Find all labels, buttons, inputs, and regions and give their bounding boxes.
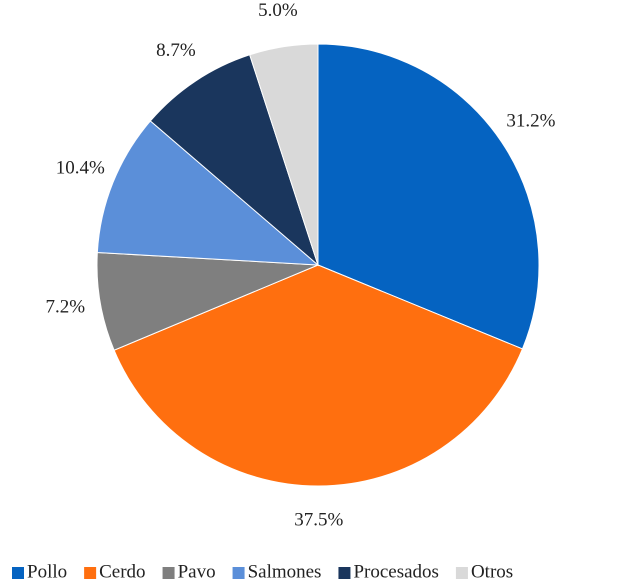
pie-slice: [149, 54, 320, 267]
legend-label: Procesados: [353, 561, 438, 582]
legend-swatch: [338, 567, 351, 579]
legend-swatch: [455, 567, 468, 579]
pie-slice: [96, 251, 319, 351]
pie-slice: [96, 120, 320, 266]
legend-swatch: [12, 567, 24, 579]
pie-slice: [113, 264, 524, 487]
data-label: 7.2%: [46, 297, 86, 318]
legend-label: Salmones: [248, 561, 322, 582]
legend-swatch: [84, 567, 97, 579]
data-label: 8.7%: [156, 40, 196, 61]
legend-label: Pollo: [27, 561, 67, 582]
legend-swatch: [162, 567, 175, 579]
legend-swatch: [232, 567, 245, 579]
data-label: 10.4%: [56, 157, 105, 178]
data-label: 31.2%: [506, 111, 555, 132]
legend-label: Cerdo: [99, 561, 145, 582]
legend-label: Otros: [471, 561, 513, 582]
pie-slice: [249, 43, 319, 266]
pie-slice: [317, 43, 540, 350]
legend-label: Pavo: [178, 561, 216, 582]
data-label: 37.5%: [294, 510, 343, 531]
data-label: 5.0%: [258, 0, 298, 21]
